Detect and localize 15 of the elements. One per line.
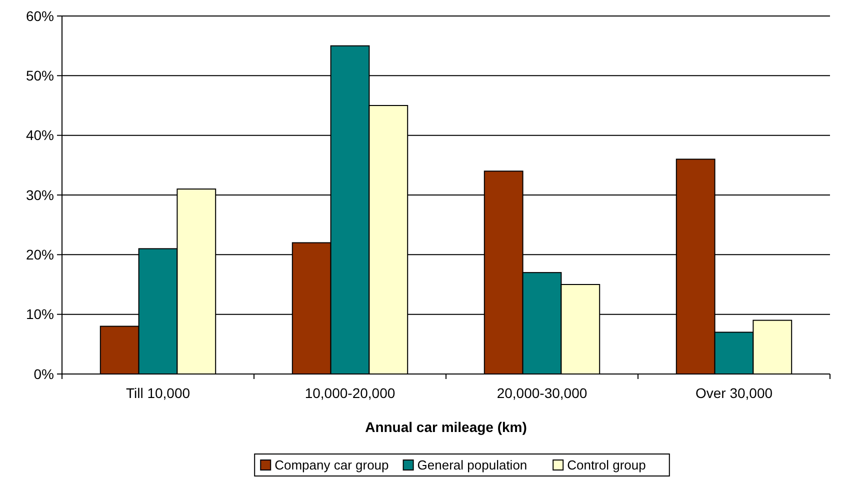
y-tick-label: 50%	[26, 68, 54, 84]
x-tick-label: 20,000-30,000	[496, 385, 588, 401]
x-tick-label: Over 30,000	[695, 385, 773, 401]
legend-label: Control group	[567, 458, 646, 473]
y-tick-label: 10%	[26, 306, 54, 322]
x-tick-label: 10,000-20,000	[304, 385, 396, 401]
legend-label: General population	[417, 458, 528, 473]
y-tick-label: 30%	[26, 186, 54, 203]
y-tick-label: 60%	[26, 8, 54, 24]
y-tick-label: 0%	[34, 366, 54, 382]
y-tick-label: 20%	[26, 246, 54, 263]
x-axis-title: Annual car mileage (km)	[365, 419, 527, 435]
y-tick-label: 40%	[26, 127, 54, 144]
legend-label: Company car group	[274, 458, 389, 473]
x-tick-label: Till 10,000	[126, 385, 190, 401]
